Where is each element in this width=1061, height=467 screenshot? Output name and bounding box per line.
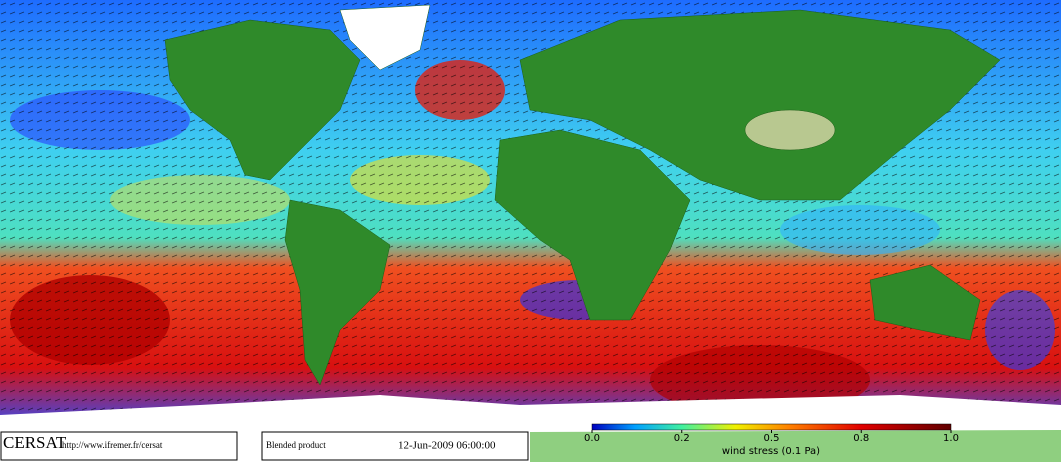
continents [164, 4, 1001, 386]
info-box [261, 431, 529, 461]
colorbar [591, 423, 952, 431]
colorbar-tick-label: 1.0 [943, 433, 959, 444]
logo: CERSAT [3, 433, 67, 452]
date: 12-Jun-2009 06:00:00 [398, 440, 496, 452]
antarctic-land [530, 430, 1061, 462]
colorbar-label: wind stress (0.1 Pa) [722, 446, 820, 457]
logo-box [0, 431, 238, 461]
colorbar-tick-label: 0.8 [853, 433, 869, 444]
product: Blended product [266, 440, 326, 450]
url: http://www.ifremer.fr/cersat [62, 440, 163, 450]
colorbar-tick-label: 0.5 [764, 433, 780, 444]
colorbar-tick-label: 0.0 [584, 433, 600, 444]
colorbar-tick-label: 0.2 [674, 433, 690, 444]
antarctica [0, 395, 1061, 432]
